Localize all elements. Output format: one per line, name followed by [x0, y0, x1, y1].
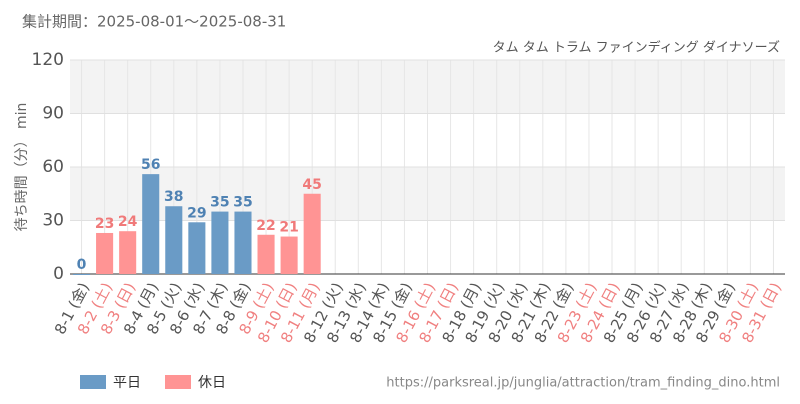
value-label: 56	[141, 157, 160, 173]
bar	[119, 231, 137, 274]
y-tick-label: 30	[42, 211, 64, 231]
bar	[303, 193, 321, 274]
value-label: 45	[302, 177, 321, 193]
bar	[96, 232, 114, 274]
period-header: 集計期間：2025-08-01～2025-08-31	[22, 13, 286, 31]
legend-swatch	[165, 375, 191, 389]
value-label: 21	[279, 220, 298, 236]
bar	[257, 234, 275, 274]
legend-label: 平日	[113, 375, 141, 391]
y-axis-label: 待ち時間（分） min	[14, 103, 30, 232]
chart-title: タム タム トラム ファインディング ダイナソーズ	[493, 40, 780, 56]
bar	[72, 274, 91, 275]
value-label: 24	[118, 214, 138, 230]
legend-label: 休日	[198, 375, 226, 391]
bar	[142, 174, 160, 274]
value-label: 29	[187, 205, 206, 221]
value-label: 35	[210, 195, 229, 211]
y-tick-label: 0	[53, 264, 64, 284]
legend-swatch	[80, 375, 106, 389]
bar	[234, 211, 252, 274]
value-label: 23	[95, 216, 114, 232]
bar	[165, 206, 183, 274]
value-label: 22	[256, 218, 275, 234]
y-tick-label: 60	[42, 157, 64, 177]
value-label: 38	[164, 189, 183, 205]
y-tick-label: 120	[32, 50, 64, 70]
value-label: 35	[233, 195, 252, 211]
source-url: https://parksreal.jp/junglia/attraction/…	[386, 376, 780, 391]
bar	[211, 211, 229, 274]
bar	[280, 236, 298, 274]
value-label: 0	[77, 257, 87, 273]
bar	[188, 222, 206, 274]
y-tick-label: 90	[42, 104, 64, 124]
